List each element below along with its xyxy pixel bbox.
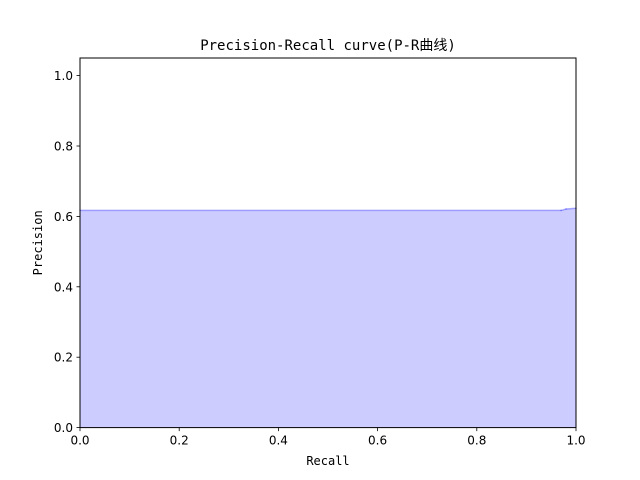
x-axis: 0.0 0.2 0.4 0.6 0.8 1.0 [70,427,586,448]
series-0-line [80,207,577,212]
y-tick-label: 0.2 [54,351,73,365]
y-tick-label: 0.6 [54,210,73,224]
y-tick-label: 0.4 [54,280,73,294]
x-tick-label: 0.6 [368,434,387,448]
plot-area [79,207,577,428]
x-axis-title: Recall [306,454,349,468]
x-tick-label: 0.8 [467,434,486,448]
x-tick-label: 1.0 [566,434,585,448]
axes-frame [79,57,577,429]
series-0-point [565,208,567,210]
y-axis-title: Precision [31,210,45,275]
y-axis: 0.0 0.2 0.4 0.6 0.8 1.0 [54,69,80,435]
x-tick-label: 0.2 [170,434,189,448]
series-0-point [560,209,562,212]
x-tick-label: 0.4 [269,434,288,448]
y-tick-label: 0.0 [54,421,73,435]
chart-title: Precision-Recall curve(P-R曲线) [200,38,456,54]
y-tick-label: 1.0 [54,69,73,83]
y-tick-label: 0.8 [54,140,73,154]
series-0-area [80,208,576,428]
x-tick-label: 0.0 [70,434,89,448]
